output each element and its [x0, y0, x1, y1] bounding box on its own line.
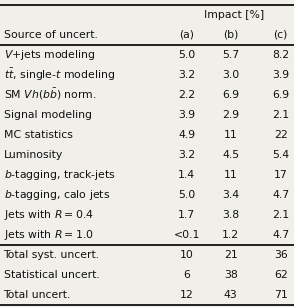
- Text: 21: 21: [224, 250, 238, 260]
- Text: 43: 43: [224, 290, 238, 301]
- Text: MC statistics: MC statistics: [4, 130, 72, 140]
- Text: 6.9: 6.9: [272, 90, 289, 100]
- Text: 5.0: 5.0: [178, 50, 195, 60]
- Text: Luminosity: Luminosity: [4, 150, 63, 160]
- Text: 3.0: 3.0: [222, 70, 239, 80]
- Text: 4.9: 4.9: [178, 130, 195, 140]
- Text: 5.7: 5.7: [222, 50, 239, 60]
- Text: 4.5: 4.5: [222, 150, 239, 160]
- Text: 1.7: 1.7: [178, 210, 195, 220]
- Text: (c): (c): [274, 30, 288, 40]
- Text: 4.7: 4.7: [272, 230, 289, 240]
- Text: 5.4: 5.4: [272, 150, 289, 160]
- Text: 2.9: 2.9: [222, 110, 239, 120]
- Text: $b$-tagging, track-jets: $b$-tagging, track-jets: [4, 168, 116, 182]
- Text: 6.9: 6.9: [222, 90, 239, 100]
- Text: 36: 36: [274, 250, 288, 260]
- Text: Source of uncert.: Source of uncert.: [4, 30, 97, 40]
- Text: 3.9: 3.9: [272, 70, 289, 80]
- Text: 2.1: 2.1: [272, 210, 289, 220]
- Text: $V$+jets modeling: $V$+jets modeling: [4, 48, 95, 62]
- Text: SM $Vh(b\bar{b})$ norm.: SM $Vh(b\bar{b})$ norm.: [4, 87, 96, 103]
- Text: $t\bar{t}$, single-$t$ modeling: $t\bar{t}$, single-$t$ modeling: [4, 67, 115, 83]
- Text: Jets with $R = 0.4$: Jets with $R = 0.4$: [4, 208, 93, 222]
- Text: Jets with $R = 1.0$: Jets with $R = 1.0$: [4, 228, 93, 242]
- Text: 2.1: 2.1: [272, 110, 289, 120]
- Text: 11: 11: [224, 130, 238, 140]
- Text: 11: 11: [224, 170, 238, 180]
- Text: 1.2: 1.2: [222, 230, 239, 240]
- Text: 12: 12: [180, 290, 193, 301]
- Text: 5.0: 5.0: [178, 190, 195, 200]
- Text: 71: 71: [274, 290, 288, 301]
- Text: 10: 10: [180, 250, 194, 260]
- Text: Statistical uncert.: Statistical uncert.: [4, 270, 99, 280]
- Text: $b$-tagging, calo jets: $b$-tagging, calo jets: [4, 188, 110, 202]
- Text: 3.2: 3.2: [178, 70, 195, 80]
- Text: 8.2: 8.2: [272, 50, 289, 60]
- Text: Total uncert.: Total uncert.: [4, 290, 71, 301]
- Text: 3.4: 3.4: [222, 190, 239, 200]
- Text: 3.2: 3.2: [178, 150, 195, 160]
- Text: 2.2: 2.2: [178, 90, 195, 100]
- Text: Impact [%]: Impact [%]: [204, 10, 264, 20]
- Text: Signal modeling: Signal modeling: [4, 110, 91, 120]
- Text: 38: 38: [224, 270, 238, 280]
- Text: 17: 17: [274, 170, 288, 180]
- Text: 4.7: 4.7: [272, 190, 289, 200]
- Text: (a): (a): [179, 30, 194, 40]
- Text: <0.1: <0.1: [173, 230, 200, 240]
- Text: Total syst. uncert.: Total syst. uncert.: [4, 250, 100, 260]
- Text: 1.4: 1.4: [178, 170, 195, 180]
- Text: (b): (b): [223, 30, 238, 40]
- Text: 6: 6: [183, 270, 190, 280]
- Text: 3.9: 3.9: [178, 110, 195, 120]
- Text: 3.8: 3.8: [222, 210, 239, 220]
- Text: 62: 62: [274, 270, 288, 280]
- Text: 22: 22: [274, 130, 288, 140]
